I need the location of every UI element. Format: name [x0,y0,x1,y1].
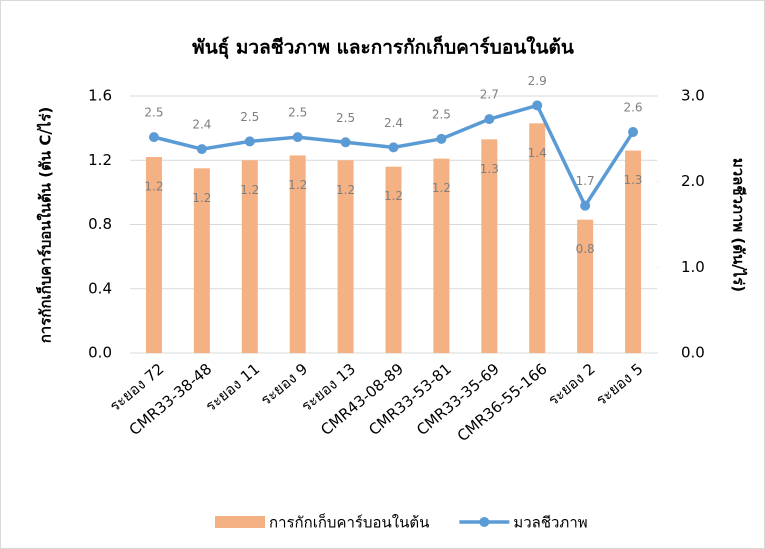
legend-swatch [215,516,265,528]
bar [625,150,642,353]
line-marker [340,137,351,148]
line-marker [196,144,207,155]
data-label: 2.5 [240,110,259,124]
bar [481,139,498,353]
data-label: 1.3 [623,173,642,187]
data-label: 2.6 [623,100,642,114]
data-label: 1.7 [576,174,595,188]
y2-tick-label: 3.0 [681,87,705,105]
line-marker [580,200,591,211]
data-label: 2.5 [432,107,451,121]
line-marker [628,126,639,137]
y-tick-label: 0.0 [88,344,112,362]
line-marker [484,114,495,125]
y-tick-label: 1.2 [88,151,112,169]
data-label: 1.2 [192,191,211,205]
y2-tick-label: 1.0 [681,258,705,276]
y2-axis-label: มวลชีวภาพ (ตัน/ไร่) [730,158,749,292]
bar [385,166,402,353]
data-label: 1.2 [288,178,307,192]
line-marker [532,100,543,111]
line-marker [244,136,255,147]
legend-label: การกักเก็บคาร์บอนในต้น [269,513,429,532]
bar [577,219,594,353]
line-marker [436,133,447,144]
data-label: 1.2 [240,183,259,197]
y-tick-label: 0.8 [88,215,112,233]
bar [529,123,546,354]
bar [289,155,306,353]
data-label: 1.2 [384,189,403,203]
y-tick-label: 1.6 [88,87,112,105]
data-label: 1.3 [480,162,499,176]
y2-tick-label: 0.0 [681,344,705,362]
data-label: 2.5 [144,106,163,120]
chart-title: พันธุ์ มวลชีวภาพ และการกักเก็บคาร์บอนในต… [192,35,574,60]
bar [145,157,162,353]
y-tick-label: 0.4 [88,279,112,297]
bar [433,158,450,353]
data-label: 1.2 [432,181,451,195]
data-label: 2.5 [336,111,355,125]
line-marker [292,132,303,143]
data-label: 0.8 [576,242,595,256]
y2-tick-label: 2.0 [681,172,705,190]
bar [241,160,258,353]
data-label: 2.4 [384,116,403,130]
data-label: 2.7 [480,88,499,102]
data-label: 1.2 [336,183,355,197]
legend-label: มวลชีวภาพ [513,514,587,532]
line-marker [388,142,399,153]
line-marker [148,132,159,143]
data-label: 1.4 [528,146,547,160]
data-label: 2.9 [528,74,547,88]
data-label: 2.4 [192,118,211,132]
legend-swatch [479,517,490,527]
data-label: 2.5 [288,106,307,120]
bar [193,168,210,353]
bar [337,160,354,353]
y-axis-label: การกักเก็บคาร์บอนในต้น (ตัน C/ไร่) [36,107,55,344]
data-label: 1.2 [144,180,163,194]
